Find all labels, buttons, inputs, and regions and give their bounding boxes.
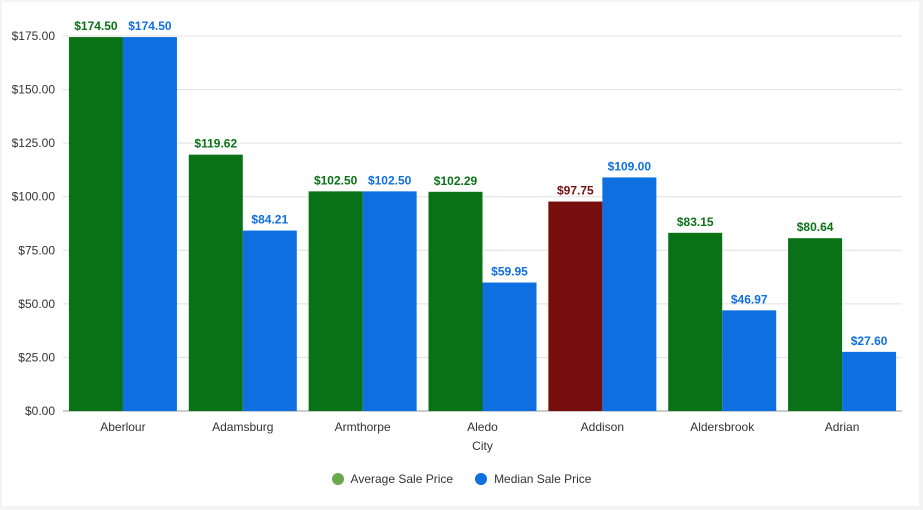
data-label: $174.50 (128, 19, 172, 33)
y-tick-label: $75.00 (18, 243, 55, 257)
data-label: $102.50 (368, 173, 412, 187)
bar-average (308, 191, 363, 411)
bar-median (722, 310, 777, 411)
bar-median (842, 351, 897, 411)
data-label: $83.15 (677, 215, 714, 229)
x-tick-label: Addison (581, 420, 624, 434)
legend-item-average[interactable]: Average Sale Price (331, 472, 454, 486)
data-label: $84.21 (251, 213, 288, 227)
data-label: $80.64 (797, 220, 834, 234)
legend-item-median[interactable]: Median Sale Price (475, 472, 591, 486)
y-tick-label: $0.00 (25, 404, 55, 418)
y-tick-label: $175.00 (12, 29, 56, 43)
data-label: $27.60 (851, 334, 888, 348)
bar-median (602, 177, 657, 411)
data-label: $46.97 (731, 292, 768, 306)
y-tick-label: $150.00 (12, 83, 56, 97)
legend-dot-icon (475, 473, 488, 485)
legend-label: Median Sale Price (494, 472, 592, 486)
x-tick-label: Armthorpe (335, 420, 391, 434)
bar-average (548, 201, 603, 411)
legend-label: Average Sale Price (350, 472, 454, 486)
data-label: $109.00 (608, 159, 652, 173)
bar-average (68, 37, 123, 411)
legend: Average Sale Price Median Sale Price (0, 472, 923, 486)
bar-average (788, 238, 843, 411)
x-tick-label: Aledo (467, 420, 498, 434)
y-tick-label: $100.00 (12, 190, 56, 204)
y-tick-label: $25.00 (18, 350, 55, 364)
bar-median (242, 230, 297, 411)
bar-average (428, 191, 483, 411)
bar-median (122, 37, 177, 411)
data-label: $174.50 (74, 19, 118, 33)
bar-median (362, 191, 417, 411)
x-tick-label: Aldersbrook (690, 420, 755, 434)
bar-average (188, 154, 243, 411)
y-tick-label: $50.00 (18, 297, 55, 311)
bar-average (668, 232, 723, 411)
bar-median (482, 282, 537, 411)
data-label: $119.62 (194, 137, 237, 151)
legend-dot-icon (331, 473, 344, 485)
x-axis-title: City (472, 439, 493, 453)
x-tick-label: Aberlour (100, 420, 145, 434)
x-tick-label: Adrian (825, 420, 860, 434)
data-label: $102.50 (314, 173, 358, 187)
data-label: $59.95 (491, 265, 528, 279)
x-tick-label: Adamsburg (212, 420, 273, 434)
data-label: $97.75 (557, 184, 594, 198)
data-label: $102.29 (434, 174, 478, 188)
y-tick-label: $125.00 (12, 136, 56, 150)
